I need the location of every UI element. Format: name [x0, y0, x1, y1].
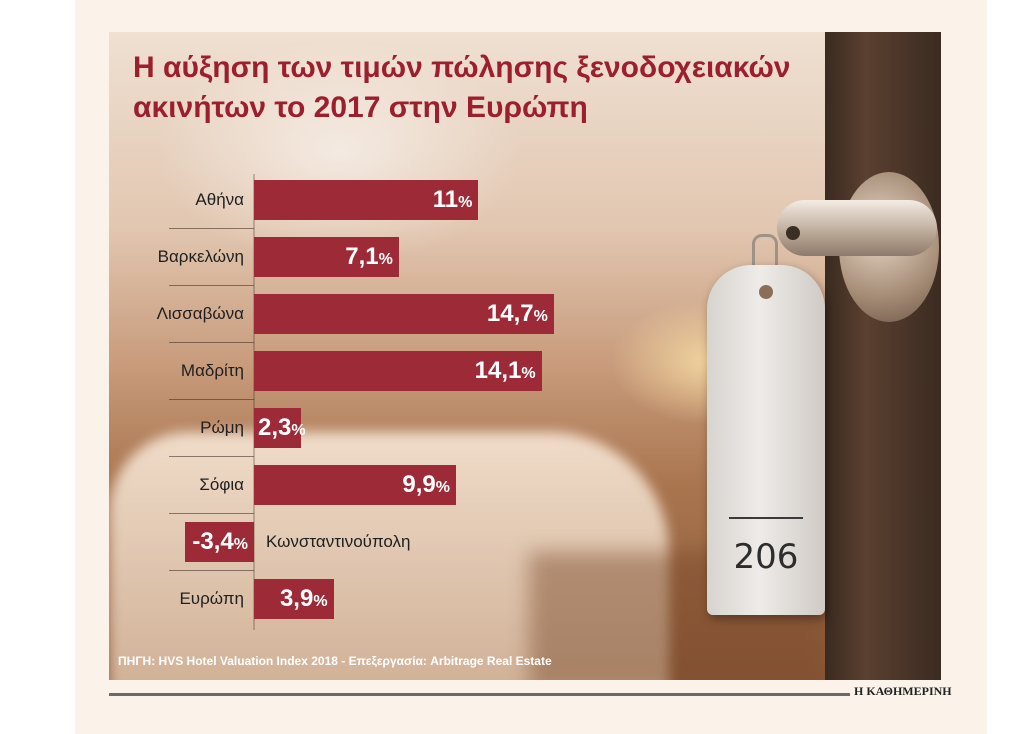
bar-value-label: 9,9%	[402, 465, 450, 505]
row-separator	[169, 513, 254, 514]
bar-value-number: 14,7	[486, 300, 534, 327]
bar-value-unit: %	[533, 308, 548, 325]
bar-value-number: 11	[432, 186, 459, 213]
category-label: Αθήνα	[195, 190, 244, 209]
category-label: Ευρώπη	[179, 589, 244, 608]
bar	[254, 237, 399, 277]
keyhole-image	[786, 226, 800, 240]
room-tag-line	[729, 517, 803, 519]
door-handle-image	[777, 200, 937, 256]
bar-value-label: -3,4%	[192, 522, 248, 562]
bar-value-number: -3,4	[192, 528, 234, 555]
bar	[254, 408, 301, 448]
bar-value-unit: %	[378, 251, 393, 268]
bar-value-number: 14,1	[474, 357, 522, 384]
bar-value-unit: %	[521, 365, 536, 382]
bar-value-unit: %	[435, 479, 450, 496]
bar-value-number: 9,9	[402, 471, 436, 498]
brand-logo: Η ΚΑΘΗΜΕΡΙΝΗ	[850, 684, 956, 699]
bottom-rule	[109, 693, 941, 696]
category-label: Βαρκελώνη	[157, 247, 244, 266]
row-separator	[169, 342, 254, 343]
door-image	[825, 32, 941, 680]
bar-value-number: 7,1	[345, 243, 379, 270]
row-separator	[169, 228, 254, 229]
bar-value-label: 2,3%	[258, 408, 306, 448]
bar-value-label: 7,1%	[345, 237, 393, 277]
category-label: Μαδρίτη	[180, 361, 244, 380]
bar-value-unit: %	[458, 194, 473, 211]
bar	[184, 522, 254, 562]
bar	[254, 180, 479, 220]
row-separator	[169, 399, 254, 400]
bar-value-unit: %	[313, 593, 328, 610]
row-separator	[169, 456, 254, 457]
zero-axis-line	[253, 174, 255, 630]
bar	[254, 579, 334, 619]
bar-value-number: 3,9	[279, 585, 314, 612]
room-tag: 206	[707, 265, 825, 615]
bar-chart: 11% Αθήνα 7,1% Βαρκελώνη 14,7% Λισσαβώνα 14,1%…	[109, 32, 941, 680]
category-label: Ρώμη	[200, 418, 244, 437]
room-tag-number: 206	[733, 537, 799, 577]
room-tag-hole	[759, 285, 773, 299]
bar-value-unit: %	[291, 422, 306, 439]
bar	[254, 294, 554, 334]
category-label: Λισσαβώνα	[156, 304, 244, 323]
bar	[254, 351, 542, 391]
chart-title: Η αύξηση των τιμών πώλησης ξενοδοχειακών…	[133, 51, 791, 124]
bar-value-number: 2,3	[258, 414, 292, 441]
bar-value-label: 14,7%	[487, 294, 548, 334]
category-label: Κωνσταντινούπολη	[266, 532, 411, 551]
source-note: ΠΗΓΗ: HVS Hotel Valuation Index 2018 - Ε…	[118, 654, 552, 668]
bar-value-label: 14,1%	[475, 351, 536, 391]
row-separator	[169, 285, 254, 286]
bar-value-label: 11%	[433, 180, 473, 220]
bar-value-label: 3,9%	[280, 579, 328, 619]
bar-value-unit: %	[233, 536, 248, 553]
row-separator	[169, 570, 254, 571]
bar	[254, 465, 456, 505]
category-label: Σόφια	[199, 475, 244, 494]
